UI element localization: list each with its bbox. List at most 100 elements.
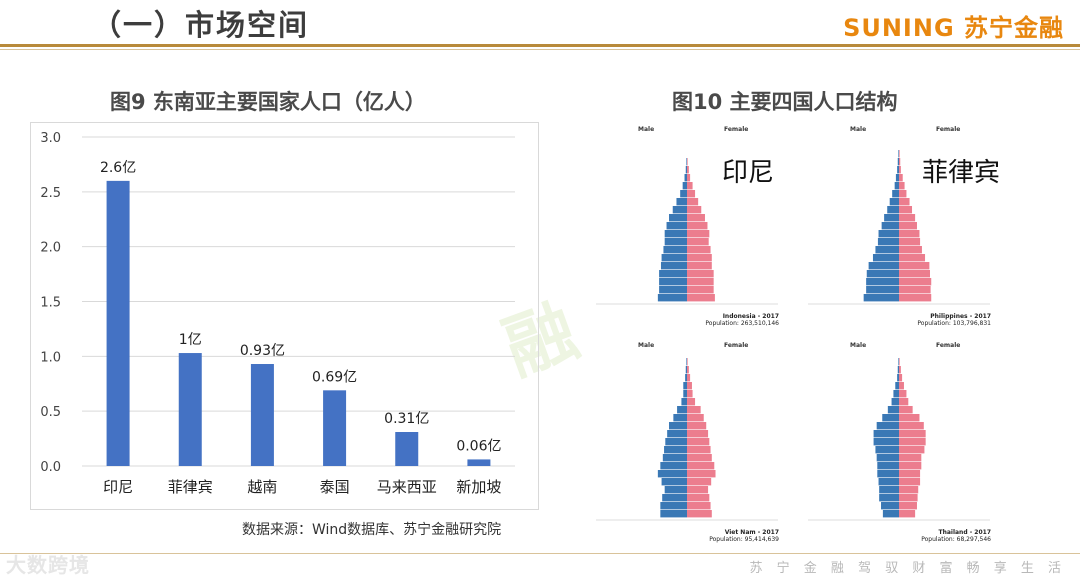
male-bar	[887, 406, 899, 414]
y-tick-label: 1.0	[40, 350, 61, 365]
pyramid-population: Population: 263,510,146	[705, 320, 779, 327]
header-divider-thin	[0, 49, 1080, 50]
male-bar	[895, 382, 899, 390]
male-bar	[682, 182, 687, 190]
male-bar	[897, 374, 899, 382]
male-bar	[684, 174, 687, 182]
y-tick-label: 0.0	[40, 460, 61, 475]
male-bar	[661, 254, 687, 262]
bar-chart-frame	[30, 122, 539, 510]
female-bar	[687, 206, 702, 214]
female-bar	[899, 174, 903, 182]
y-tick-label: 2.5	[40, 186, 61, 201]
female-bar	[687, 510, 712, 518]
male-bar	[660, 262, 687, 270]
male-bar	[891, 398, 899, 406]
male-bar	[663, 246, 687, 254]
female-bar	[899, 398, 909, 406]
male-bar	[660, 502, 687, 510]
male-bar	[669, 422, 687, 430]
female-bar	[899, 190, 907, 198]
female-bar	[687, 390, 693, 398]
male-bar	[866, 278, 899, 286]
male-bar	[873, 438, 899, 446]
pyramid-caption: Thailand - 2017	[938, 529, 991, 536]
male-bar	[664, 446, 687, 454]
bar	[106, 180, 130, 466]
male-bar	[877, 462, 899, 470]
male-bar	[878, 230, 899, 238]
female-bar	[687, 294, 715, 302]
male-bar	[897, 158, 899, 166]
male-bar	[657, 294, 687, 302]
y-tick-label: 2.0	[40, 241, 61, 256]
pyramid-caption: Viet Nam - 2017	[725, 529, 779, 536]
male-bar	[680, 190, 687, 198]
pyramid-male-label: Male	[638, 126, 654, 133]
male-bar	[660, 510, 687, 518]
female-bar	[687, 398, 696, 406]
pyramid-country-label: 菲律宾	[922, 158, 1001, 188]
male-bar	[657, 470, 687, 478]
female-bar	[899, 486, 919, 494]
female-bar	[899, 158, 901, 166]
female-bar	[687, 446, 711, 454]
y-tick-label: 1.5	[40, 296, 61, 311]
female-bar	[899, 214, 916, 222]
male-bar	[659, 278, 687, 286]
pyramid-male-label: Male	[850, 342, 866, 349]
male-bar	[873, 430, 899, 438]
male-bar	[898, 150, 899, 158]
male-bar	[665, 438, 687, 446]
female-bar	[687, 182, 693, 190]
pyramid-population: Population: 68,297,546	[921, 536, 991, 543]
male-bar	[685, 166, 687, 174]
female-bar	[687, 358, 688, 366]
male-bar	[889, 198, 899, 206]
female-bar	[899, 382, 904, 390]
male-bar	[892, 190, 899, 198]
female-bar	[687, 454, 712, 462]
female-bar	[687, 270, 714, 278]
bar	[250, 364, 274, 466]
female-bar	[899, 182, 905, 190]
female-bar	[687, 494, 710, 502]
male-bar	[875, 446, 899, 454]
female-bar	[687, 430, 709, 438]
female-bar	[899, 150, 900, 158]
female-bar	[687, 198, 699, 206]
header-divider	[0, 44, 1080, 47]
footer-slogan: 苏 宁 金 融 驾 驭 财 富 畅 享 生 活	[749, 561, 1066, 576]
female-bar	[899, 502, 917, 510]
female-bar	[899, 390, 907, 398]
female-bar	[899, 406, 913, 414]
x-tick-label: 新加坡	[456, 478, 501, 496]
female-bar	[687, 414, 704, 422]
x-tick-label: 印尼	[103, 478, 133, 496]
male-bar	[685, 366, 687, 374]
male-bar	[877, 238, 899, 246]
male-bar	[683, 382, 687, 390]
bar-data-label: 0.31亿	[384, 411, 429, 427]
female-bar	[687, 174, 691, 182]
female-bar	[687, 238, 709, 246]
male-bar	[676, 198, 687, 206]
female-bar	[687, 190, 696, 198]
female-bar	[687, 254, 712, 262]
female-bar	[899, 238, 921, 246]
female-bar	[899, 430, 926, 438]
female-bar	[899, 206, 913, 214]
male-bar	[876, 422, 899, 430]
pyramid-population: Population: 95,414,639	[709, 536, 779, 543]
female-bar	[687, 286, 714, 294]
male-bar	[672, 206, 687, 214]
male-bar	[868, 262, 899, 270]
female-bar	[687, 158, 688, 166]
male-bar	[681, 398, 687, 406]
male-bar	[673, 414, 687, 422]
female-bar	[899, 166, 901, 174]
pyramid-country-label: 印尼	[722, 158, 775, 188]
female-bar	[899, 358, 900, 366]
male-bar	[686, 158, 687, 166]
